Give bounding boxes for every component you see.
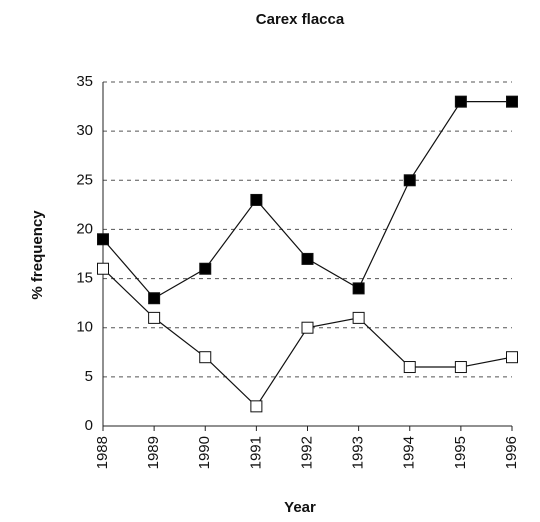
x-tick-label: 1992 xyxy=(298,436,315,469)
marker xyxy=(352,311,365,324)
x-tick-label: 1990 xyxy=(196,436,213,469)
y-tick-label: 0 xyxy=(85,417,93,434)
marker xyxy=(148,292,161,305)
y-tick-label: 25 xyxy=(76,171,93,188)
x-tick-label: 1993 xyxy=(350,436,367,469)
marker xyxy=(148,311,161,324)
x-axis-title: Year xyxy=(284,499,316,516)
marker xyxy=(506,351,518,364)
x-tick-label: 1991 xyxy=(247,436,264,469)
marker xyxy=(250,400,263,413)
marker xyxy=(506,95,518,108)
marker xyxy=(454,95,467,108)
marker xyxy=(301,252,314,265)
y-tick-label: 30 xyxy=(76,122,93,139)
x-tick-label: 1995 xyxy=(452,436,469,469)
marker xyxy=(199,262,212,275)
series-line xyxy=(102,268,513,408)
y-tick-label: 5 xyxy=(85,368,93,385)
y-tick-label: 35 xyxy=(76,73,93,90)
marker xyxy=(352,282,365,295)
marker xyxy=(403,361,416,374)
y-axis-title: % frequency xyxy=(29,210,46,300)
marker xyxy=(97,233,109,246)
marker xyxy=(403,174,416,187)
chart-title: Carex flacca xyxy=(256,11,345,28)
x-tick-label: 1988 xyxy=(94,436,111,469)
x-tick-label: 1994 xyxy=(401,436,418,469)
marker xyxy=(250,193,263,206)
y-tick-label: 20 xyxy=(76,220,93,237)
marker xyxy=(454,361,467,374)
marker xyxy=(199,351,212,364)
y-tick-label: 10 xyxy=(76,319,93,336)
y-tick-label: 15 xyxy=(76,270,93,287)
marker xyxy=(97,262,109,275)
x-tick-label: 1996 xyxy=(503,436,520,469)
x-tick-label: 1989 xyxy=(145,436,162,469)
marker xyxy=(301,321,314,334)
